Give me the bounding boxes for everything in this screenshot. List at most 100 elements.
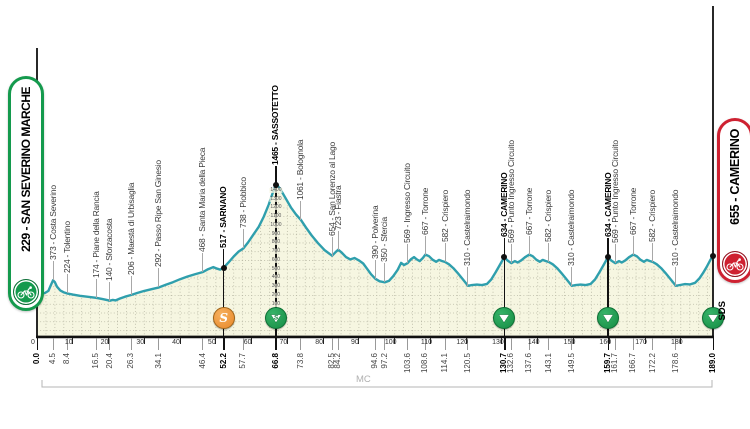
waypoint-km-tick	[331, 338, 333, 350]
sprint-letter: S	[219, 311, 229, 325]
finish-badge-label: 655 - CAMERINO	[728, 129, 742, 225]
axis-major-tick	[108, 338, 110, 344]
axis-major-tick	[429, 338, 431, 344]
waypoint-km-tick	[275, 338, 278, 350]
waypoint-label: 667 - Torrone	[523, 187, 534, 235]
waypoint-km-tick	[548, 338, 550, 350]
axis-major-tick-label: 150	[563, 338, 576, 346]
waypoint-km-label: 178.6	[670, 352, 680, 373]
axis-major-tick	[322, 338, 324, 344]
triangle-down-glyph	[498, 314, 511, 324]
waypoint-km-tick	[444, 338, 446, 350]
waypoint-label: 206 - Maestà di Urbisaglia	[125, 182, 136, 275]
distance-bracket	[41, 380, 713, 388]
climb-scale-value: 1200	[269, 204, 283, 211]
waypoint-line	[510, 244, 512, 264]
waypoint-km-label: 26.3	[126, 352, 136, 369]
waypoint-line	[337, 230, 339, 250]
circuit-pass-icon	[597, 307, 620, 329]
axis-major-tick-label: 20	[100, 338, 109, 346]
waypoint-label: 517 - SARNANO	[218, 186, 229, 248]
waypoint-label: 1465 - SASSOTETTO	[270, 84, 281, 165]
waypoint-km-tick	[528, 338, 530, 350]
waypoint-line	[130, 275, 132, 295]
waypoint-km-tick	[52, 338, 54, 350]
axis-major-tick-label: 70	[279, 338, 288, 346]
axis-major-tick	[251, 338, 253, 344]
axis-major-tick-label: 180	[670, 338, 683, 346]
waypoint-label: 1061 - Bolognola	[295, 139, 306, 201]
axis-major-tick	[465, 338, 467, 344]
waypoint-km-label: 20.4	[104, 352, 114, 369]
waypoint-line	[202, 253, 204, 272]
waypoint-km-label: 108.6	[420, 352, 430, 373]
author-initials: MC	[356, 374, 371, 385]
waypoint-dot	[501, 254, 508, 261]
waypoint-km-label: 57.7	[238, 352, 248, 369]
axis-major-tick	[573, 338, 574, 344]
svg-text:S: S	[274, 314, 279, 321]
waypoint-km-tick	[109, 338, 111, 350]
waypoint-label: 667 - Torrone	[419, 187, 430, 235]
waypoint-line	[614, 244, 616, 264]
axis-major-tick-label: 110	[420, 338, 433, 346]
waypoint-km-tick	[712, 338, 715, 350]
axis-major-tick-label: 50	[207, 338, 216, 346]
triangle-down-glyph	[707, 314, 719, 324]
waypoint-km-label: 161.7	[610, 352, 620, 373]
axis-major-tick	[179, 338, 181, 344]
waypoint-label: 738 - Piobbico	[237, 177, 248, 229]
waypoint-km-tick	[467, 338, 469, 350]
waypoint-km-tick	[675, 338, 677, 350]
waypoint-line	[444, 243, 446, 263]
climb-scale-value: 500	[270, 265, 282, 272]
waypoint-km-label: 120.5	[462, 352, 472, 373]
waypoint-label: 582 - Crispiero	[543, 190, 554, 243]
waypoint-line	[407, 244, 409, 264]
climb-scale-value: 1100	[269, 213, 283, 220]
climb-scale-value: 200	[270, 291, 282, 298]
waypoint-line	[242, 229, 244, 249]
waypoint-km-label: 4.5	[48, 352, 58, 364]
waypoint-km-label: 103.6	[402, 352, 412, 373]
profile-line	[35, 183, 715, 302]
waypoint-km-label: 8.4	[62, 352, 72, 364]
axis-major-tick	[286, 338, 288, 344]
waypoint-km-tick	[614, 338, 616, 350]
waypoint-km-label: 0.0	[32, 352, 41, 364]
waypoint-line	[52, 261, 54, 281]
waypoint-km-label: 46.4	[197, 352, 207, 369]
waypoint-dot	[272, 181, 279, 188]
waypoint-km-label: 94.6	[370, 352, 380, 369]
kom-icon: S	[264, 307, 287, 329]
waypoint-line	[607, 238, 609, 336]
waypoint-km-tick	[384, 338, 386, 350]
waypoint-km-tick	[510, 338, 512, 350]
waypoint-label: 569 - Ingresso Circuito	[402, 163, 413, 244]
waypoint-km-label: 149.5	[566, 352, 576, 373]
waypoint-km-tick	[242, 338, 244, 350]
waypoint-line	[109, 281, 111, 301]
finish-badge: 655 - CAMERINO	[717, 118, 750, 283]
axis-major-tick-label: 10	[64, 338, 73, 346]
climb-scale-value: 1000	[269, 221, 283, 228]
waypoint-label: 373 - Costa Severino	[47, 185, 58, 261]
waypoint-label: 310 - Castelraimondo	[670, 189, 681, 266]
axis-major-tick	[537, 338, 539, 344]
waypoint-km-tick	[36, 338, 39, 350]
waypoint-label: 310 - Castelraimondo	[566, 189, 577, 266]
waypoint-label: 582 - Crispiero	[439, 190, 450, 243]
axis-major-tick	[680, 338, 682, 344]
climb-scale-value: 300	[270, 283, 282, 290]
climb-scale-value: 1300	[269, 195, 283, 202]
waypoint-km-tick	[632, 338, 634, 350]
axis-major-tick	[394, 338, 396, 344]
finish-side-label: SDS	[717, 301, 728, 321]
waypoint-line	[632, 235, 634, 255]
waypoint-km-label: 132.6	[506, 352, 516, 373]
waypoint-km-tick	[202, 338, 204, 350]
waypoint-km-tick	[571, 338, 573, 350]
start-badge: 229 - SAN SEVERINO MARCHE	[8, 76, 44, 311]
